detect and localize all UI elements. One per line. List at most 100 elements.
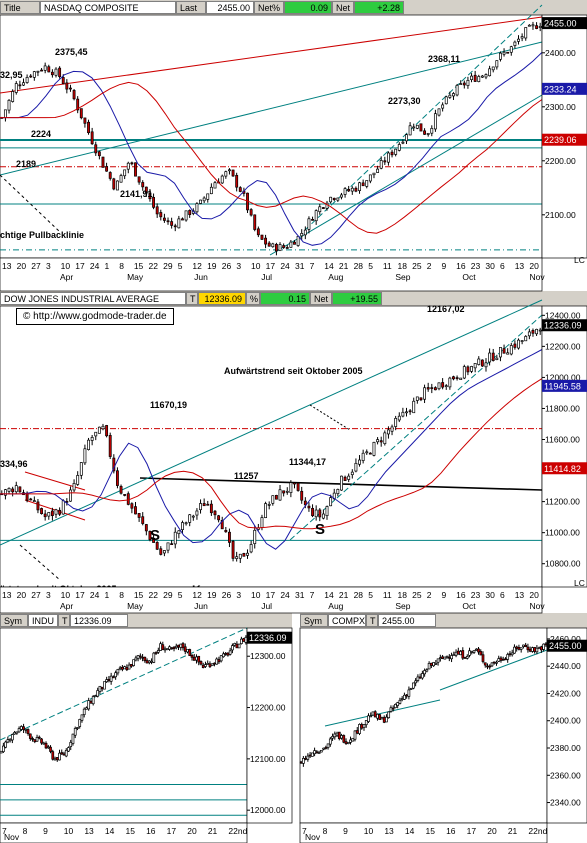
dow-candle bbox=[97, 426, 101, 434]
panel1-x-day-label: 19 bbox=[207, 261, 217, 271]
pct-value: 0.15 bbox=[260, 292, 310, 305]
dow-candle bbox=[354, 462, 358, 472]
panel2-x-day-label: 22 bbox=[148, 590, 158, 600]
panel2-x-day-label: 13 bbox=[2, 590, 12, 600]
nasdaq-candle bbox=[137, 176, 141, 183]
compx-candle bbox=[506, 654, 510, 660]
nasdaq-candle bbox=[506, 51, 510, 54]
netpct-value: 0.09 bbox=[284, 1, 332, 14]
indu-candle bbox=[233, 643, 236, 646]
panel2-x-month-label: Jun bbox=[194, 601, 208, 611]
symbol-name[interactable]: DOW JONES INDUSTRIAL AVERAGE bbox=[0, 292, 186, 305]
badge-last-price-label: 12336.09 bbox=[249, 633, 287, 643]
panel1-x-month-label: Aug bbox=[328, 272, 343, 282]
symbol-input[interactable]: INDU bbox=[28, 614, 58, 627]
dow-candle bbox=[43, 513, 47, 518]
nasdaq-candle bbox=[112, 178, 116, 190]
dow-candle bbox=[401, 411, 405, 417]
compx-candle bbox=[306, 755, 310, 760]
nasdaq-ma-blue bbox=[0, 52, 543, 246]
panel4-y-tick-label: 2420.00 bbox=[550, 688, 581, 698]
compx-candle bbox=[389, 707, 393, 712]
panel1-x-month-label: May bbox=[127, 272, 144, 282]
dow-candle bbox=[148, 531, 152, 540]
compx-candle bbox=[355, 730, 359, 734]
dow-candle bbox=[188, 514, 192, 523]
compx-candle bbox=[299, 761, 303, 764]
compx-candle bbox=[324, 747, 328, 749]
badge-blue-ma-label: 11945.58 bbox=[544, 381, 581, 391]
dow-candle bbox=[209, 503, 213, 514]
dow-candle bbox=[123, 494, 127, 496]
title-label: Title bbox=[0, 1, 40, 14]
nasdaq-candle bbox=[347, 189, 351, 192]
nasdaq-candle bbox=[311, 219, 314, 221]
shoulder-right-label: S bbox=[315, 521, 325, 538]
compx-candle bbox=[353, 730, 357, 740]
dow-candle bbox=[253, 529, 257, 544]
indu-candle bbox=[4, 741, 7, 748]
indu-candle bbox=[199, 661, 203, 665]
panel1-x-day-label: 24 bbox=[90, 261, 100, 271]
dow-candle bbox=[365, 451, 369, 454]
symbol-input[interactable]: COMPX bbox=[328, 614, 366, 627]
indu-candle bbox=[188, 649, 192, 657]
indu-candle bbox=[6, 739, 10, 743]
dow-candle bbox=[144, 524, 148, 532]
panel2-x-month-label: May bbox=[127, 601, 144, 611]
indu-candle bbox=[2, 745, 5, 753]
annotation-11257: 11257 bbox=[234, 471, 259, 481]
panel2-x-day-label: 3 bbox=[236, 590, 241, 600]
indu-candle bbox=[125, 667, 129, 671]
dow-candle bbox=[527, 331, 531, 337]
pct-label: % bbox=[246, 292, 260, 305]
dow-candle bbox=[347, 475, 351, 480]
indu-candle bbox=[42, 742, 46, 745]
indu-candle bbox=[204, 664, 207, 667]
annotation-11670: 11670,19 bbox=[150, 400, 187, 410]
nasdaq-candle bbox=[491, 66, 495, 71]
dow-candle bbox=[289, 482, 293, 493]
dow-candle bbox=[423, 387, 427, 400]
dow-candle bbox=[318, 509, 322, 518]
panel2-x-day-label: 5 bbox=[178, 590, 183, 600]
dow-candle bbox=[264, 503, 268, 519]
compx-candle bbox=[380, 717, 384, 720]
panel2-x-day-label: 28 bbox=[354, 590, 364, 600]
nasdaq-candle bbox=[368, 174, 372, 182]
indu-candle bbox=[136, 655, 140, 659]
nasdaq-candle bbox=[36, 70, 40, 73]
indu-candle bbox=[40, 738, 43, 744]
dow-candle bbox=[199, 503, 202, 511]
compx-candle bbox=[344, 741, 348, 744]
indu-candle bbox=[100, 686, 104, 690]
dow-candle bbox=[260, 517, 264, 528]
nasdaq-candle bbox=[535, 25, 539, 29]
dow-candle bbox=[191, 515, 195, 518]
nasdaq-candle bbox=[256, 228, 260, 236]
compx-candle bbox=[465, 656, 469, 659]
panel1-y-tick-label: 2100.00 bbox=[545, 210, 576, 220]
nasdaq-candle bbox=[419, 123, 423, 132]
compx-candle bbox=[445, 655, 449, 658]
nasdaq-candle bbox=[267, 242, 271, 247]
annotation-left-value: 32,95 bbox=[0, 70, 23, 80]
compx-candle bbox=[378, 714, 382, 720]
compx-candle bbox=[367, 715, 370, 722]
panel1-x-day-label: 31 bbox=[295, 261, 305, 271]
compx-candle bbox=[328, 738, 332, 745]
dow-candle bbox=[293, 482, 296, 485]
panel4-y-axis bbox=[546, 627, 587, 824]
net-label: Net bbox=[332, 1, 354, 14]
symbol-name[interactable]: NASDAQ COMPOSITE bbox=[40, 1, 176, 14]
dow-candle bbox=[61, 500, 65, 515]
nasdaq-candle bbox=[408, 125, 412, 136]
dow-candle bbox=[538, 329, 542, 332]
compx-candle bbox=[405, 694, 409, 697]
nasdaq-candle bbox=[448, 94, 452, 98]
nasdaq-candle bbox=[285, 247, 289, 249]
t-label: T bbox=[58, 614, 70, 627]
indu-candle bbox=[147, 660, 151, 664]
nasdaq-candle bbox=[213, 182, 217, 189]
panel2-x-day-label: 11 bbox=[383, 590, 392, 600]
